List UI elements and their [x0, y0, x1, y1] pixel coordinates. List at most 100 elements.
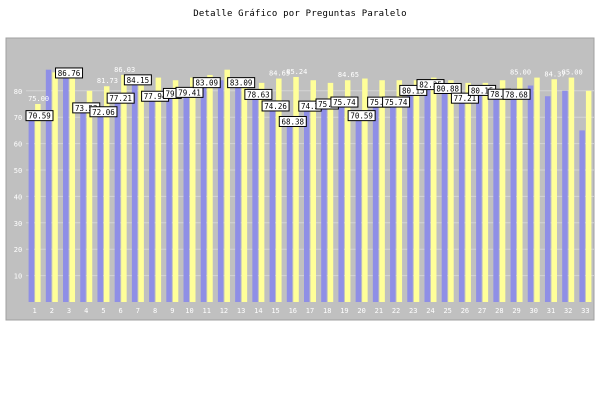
- bar-2-22: [396, 80, 403, 303]
- bar-1-23: [407, 90, 413, 303]
- data-label-box: [382, 96, 411, 108]
- y-tick-label: 60: [14, 141, 22, 149]
- data-label-text: 80.15: [402, 86, 425, 95]
- bar-1-10: [183, 92, 190, 302]
- bar-1-5: [97, 111, 103, 302]
- data-label-series-1: 83.09: [227, 77, 256, 89]
- bar-1-29: [510, 94, 517, 303]
- bar-1-9: [166, 93, 172, 302]
- data-label-series-1: 70.59: [347, 110, 376, 122]
- bar-1-8: [149, 96, 155, 302]
- data-label-text: 86.76: [58, 69, 81, 78]
- data-label-series-2: 84.65: [338, 71, 359, 79]
- x-tick-label: 22: [392, 307, 400, 315]
- data-label-text: 70.59: [28, 112, 51, 121]
- bar-2-5: [103, 86, 110, 302]
- y-tick-label: 30: [14, 220, 22, 228]
- bar-1-6: [114, 98, 121, 302]
- data-label-text: 74.26: [264, 102, 287, 111]
- bar-1-21: [372, 102, 379, 302]
- bar-2-24: [430, 77, 437, 302]
- data-label-series-2: 75.00: [28, 95, 49, 103]
- bar-2-13: [241, 77, 248, 302]
- bar-1-22: [390, 102, 396, 302]
- grid-lines: [26, 90, 594, 277]
- data-label-series-2: 85.24: [286, 68, 307, 76]
- bar-2-17: [310, 80, 316, 303]
- bar-2-29: [517, 77, 523, 302]
- x-tick-label: 14: [254, 307, 262, 315]
- bar-2-14: [258, 82, 265, 302]
- data-label-text: 70.59: [350, 112, 373, 121]
- data-label-text: 77.21: [454, 94, 477, 103]
- data-label-series-1: 68.38: [278, 115, 307, 127]
- x-tick-label: 10: [185, 307, 193, 315]
- x-tick-label: 4: [84, 307, 88, 315]
- bar-1-14: [252, 94, 258, 302]
- bar-2-1: [35, 104, 41, 302]
- data-label-box: [347, 110, 376, 122]
- data-label-text: 80.88: [436, 84, 459, 93]
- bar-2-12: [224, 69, 230, 303]
- data-label-box: [25, 110, 54, 122]
- data-label-box: [433, 82, 462, 94]
- data-label-series-1: 74.26: [261, 100, 290, 112]
- bar-1-19: [338, 102, 344, 302]
- data-label-box: [227, 77, 256, 89]
- bar-2-25: [448, 80, 454, 303]
- data-label-series-1: 77.21: [106, 92, 135, 104]
- x-tick-label: 9: [170, 307, 174, 315]
- data-label-series-1: 75.74: [330, 96, 359, 108]
- data-label-box: [55, 67, 84, 79]
- bar-2-16: [293, 76, 299, 302]
- bar-1-25: [441, 88, 448, 302]
- bar-1-7: [131, 79, 138, 303]
- data-label-box: [175, 86, 204, 98]
- x-tick-label: 28: [495, 307, 503, 315]
- data-label-series-1: 80.15: [399, 84, 428, 96]
- data-label-text: 73.53: [75, 104, 98, 113]
- data-label-text: 78.63: [247, 90, 270, 99]
- x-tick-label: 18: [323, 307, 331, 315]
- x-tick-label: 20: [357, 307, 365, 315]
- bar-2-19: [344, 80, 351, 303]
- bar-1-1: [28, 115, 35, 303]
- x-tick-label: 27: [478, 307, 486, 315]
- bar-1-15: [269, 105, 276, 302]
- x-tick-label: 32: [564, 307, 572, 315]
- x-tick-label: 16: [289, 307, 297, 315]
- data-label-text: 82.35: [419, 81, 442, 90]
- bar-2-28: [499, 80, 506, 303]
- data-label-series-2: 81.73: [97, 77, 118, 85]
- data-label-text: 75.0: [318, 100, 337, 109]
- bar-2-15: [276, 78, 282, 302]
- bar-2-26: [465, 82, 471, 302]
- data-label-text: 77.94: [144, 92, 167, 101]
- data-label-box: [123, 74, 152, 86]
- data-label-text: 72.06: [92, 108, 115, 117]
- x-tick-label: 24: [426, 307, 434, 315]
- data-label-series-1: 84.15: [123, 74, 152, 86]
- data-label-text: 84.15: [127, 76, 150, 85]
- bar-1-17: [304, 106, 310, 302]
- y-tick-label: 70: [14, 114, 22, 122]
- bar-1-16: [286, 121, 293, 302]
- data-label-series-1: 83.09: [192, 77, 221, 89]
- data-label-series-2: 84.37: [544, 70, 565, 78]
- data-label-series-1: 78.68: [502, 88, 531, 100]
- bar-1-20: [355, 115, 362, 303]
- bar-2-21: [379, 80, 385, 303]
- data-label-series-1: 86.76: [55, 67, 84, 79]
- y-tick-label: 50: [14, 167, 22, 175]
- data-label-text: 78.68: [505, 90, 528, 99]
- data-label-box: [89, 106, 118, 118]
- bar-1-18: [321, 104, 327, 302]
- x-tick-label: 31: [547, 307, 555, 315]
- bar-2-31: [551, 79, 557, 302]
- x-tick-label: 25: [443, 307, 451, 315]
- bar-1-30: [527, 85, 534, 303]
- bar-2-3: [69, 74, 76, 303]
- bar-1-28: [493, 94, 499, 303]
- data-label-series-1: 80.88: [433, 82, 462, 94]
